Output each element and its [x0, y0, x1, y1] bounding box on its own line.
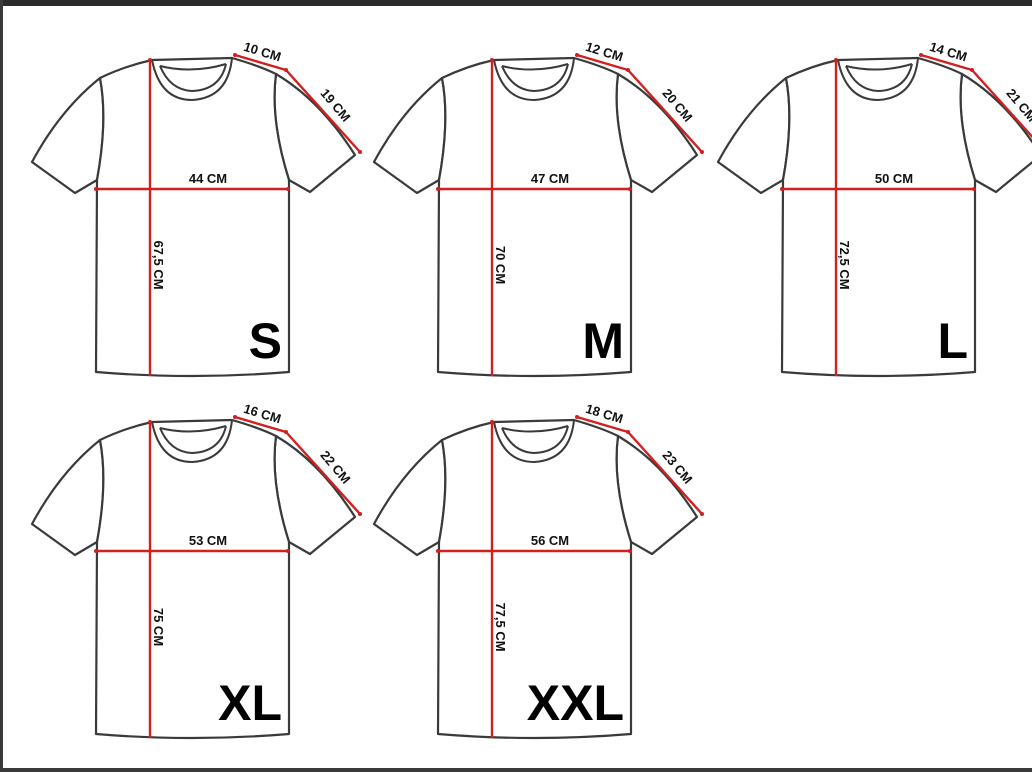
measure-endpoint — [233, 415, 237, 419]
measure-endpoint — [575, 53, 579, 57]
size-label: S — [249, 313, 282, 369]
measure-endpoint — [970, 68, 974, 72]
shoulder-line — [920, 53, 973, 72]
window-top-border — [0, 0, 1032, 6]
measure-endpoint — [834, 58, 838, 62]
chest-label: 47 CM — [531, 171, 569, 186]
measure-endpoint — [286, 187, 290, 191]
measure-endpoint — [919, 53, 923, 57]
chest-label: 56 CM — [531, 533, 569, 548]
collar-back — [159, 63, 227, 71]
shoulder-label: 18 CM — [584, 401, 625, 427]
shoulder-label: 10 CM — [242, 39, 283, 65]
measure-endpoint — [626, 430, 630, 434]
measure-endpoint — [284, 68, 288, 72]
shoulder-line — [234, 53, 287, 72]
collar-inner — [501, 63, 569, 93]
sleeve-line — [285, 431, 361, 515]
left-sleeve — [30, 76, 105, 195]
measure-endpoint — [286, 549, 290, 553]
tshirt-body — [436, 418, 633, 740]
shoulder-line — [234, 415, 287, 434]
size-label: M — [582, 313, 624, 369]
measure-endpoint — [490, 420, 494, 424]
measure-endpoint — [148, 420, 152, 424]
chest-label: 53 CM — [189, 533, 227, 548]
measure-endpoint — [628, 187, 632, 191]
sleeve-line — [285, 69, 361, 153]
collar-inner — [159, 63, 227, 93]
shoulder-label: 16 CM — [242, 401, 283, 427]
tshirt-body — [780, 56, 977, 378]
measure-endpoint — [780, 187, 784, 191]
left-sleeve — [716, 76, 791, 195]
measure-endpoint — [700, 512, 704, 516]
length-label: 70 CM — [493, 246, 508, 284]
shoulder-line — [576, 53, 629, 72]
measure-endpoint — [972, 187, 976, 191]
collar-back — [845, 63, 913, 71]
chest-label: 44 CM — [189, 171, 227, 186]
window-left-border — [0, 0, 3, 772]
collar-back — [159, 425, 227, 433]
measure-endpoint — [626, 68, 630, 72]
left-sleeve — [372, 438, 447, 557]
collar-outer — [837, 57, 919, 102]
sleeve-line — [627, 69, 703, 153]
measure-endpoint — [628, 549, 632, 553]
measure-endpoint — [575, 415, 579, 419]
length-label: 75 CM — [151, 608, 166, 646]
measure-endpoint — [700, 150, 704, 154]
sleeve-line — [627, 431, 703, 515]
collar-outer — [493, 419, 575, 464]
measure-endpoint — [94, 187, 98, 191]
length-label: 77,5 CM — [493, 602, 508, 651]
measure-endpoint — [436, 187, 440, 191]
measure-endpoint — [233, 53, 237, 57]
tshirt-body — [94, 56, 291, 378]
collar-back — [501, 425, 569, 433]
shoulder-label: 14 CM — [928, 39, 969, 65]
length-label: 72,5 CM — [837, 240, 852, 289]
length-label: 67,5 CM — [151, 240, 166, 289]
measure-endpoint — [148, 58, 152, 62]
measure-endpoint — [490, 58, 494, 62]
chest-label: 50 CM — [875, 171, 913, 186]
collar-inner — [159, 425, 227, 455]
collar-back — [501, 63, 569, 71]
measure-endpoint — [436, 549, 440, 553]
collar-inner — [845, 63, 913, 93]
left-sleeve — [30, 438, 105, 557]
measure-endpoint — [284, 430, 288, 434]
collar-outer — [151, 57, 233, 102]
tshirt-body — [94, 418, 291, 740]
shoulder-label: 12 CM — [584, 39, 625, 65]
window-bottom-border — [0, 768, 1032, 772]
shoulder-line — [576, 415, 629, 434]
sleeve-line — [971, 69, 1032, 139]
measure-endpoint — [358, 512, 362, 516]
collar-inner — [501, 425, 569, 455]
tshirt-body — [436, 56, 633, 378]
left-sleeve — [372, 76, 447, 195]
collar-outer — [151, 419, 233, 464]
measure-endpoint — [94, 549, 98, 553]
collar-outer — [493, 57, 575, 102]
size-label: XXL — [527, 675, 624, 731]
measure-endpoint — [358, 150, 362, 154]
size-label: XL — [218, 675, 282, 731]
size-label: L — [937, 313, 968, 369]
